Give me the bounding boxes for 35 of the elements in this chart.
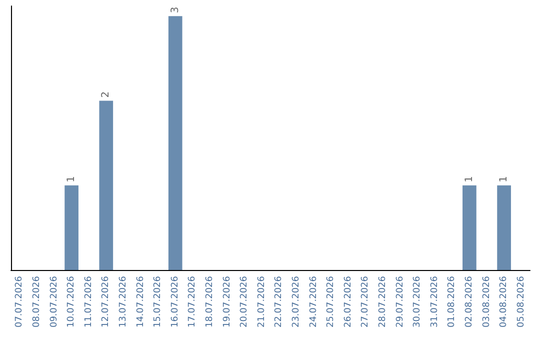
data-label: 1 — [498, 176, 510, 182]
data-label: 1 — [66, 176, 78, 182]
x-tick-label: 04.08.2026 — [499, 276, 510, 328]
x-tick-label: 11.07.2026 — [84, 276, 94, 328]
x-tick-label: 30.07.2026 — [412, 276, 423, 328]
x-tick-label: 27.07.2026 — [360, 276, 371, 328]
x-tick-label: 21.07.2026 — [256, 276, 267, 328]
x-tick-label: 20.07.2026 — [240, 276, 250, 328]
x-tick-label: 22.07.2026 — [274, 276, 284, 328]
x-tick-label: 07.07.2026 — [14, 276, 25, 328]
x-tick-label: 18.07.2026 — [204, 276, 215, 328]
data-label: 3 — [170, 6, 181, 14]
x-tick-label: 03.08.2026 — [482, 276, 492, 328]
x-tick-label: 14.07.2026 — [136, 276, 146, 328]
x-tick-label: 12.07.2026 — [101, 276, 112, 328]
x-tick-label: 05.08.2026 — [516, 276, 526, 328]
x-tick-label: 26.07.2026 — [343, 276, 354, 328]
data-label: 1 — [464, 176, 475, 182]
x-tick-label: 01.08.2026 — [447, 276, 458, 328]
x-tick-label: 25.07.2026 — [326, 276, 336, 328]
x-tick-label: 16.07.2026 — [170, 276, 180, 328]
x-tick-label: 02.08.2026 — [464, 276, 474, 328]
x-tick-label: 28.07.2026 — [378, 276, 388, 328]
x-tick-label: 17.07.2026 — [188, 276, 198, 328]
x-tick-label: 13.07.2026 — [118, 276, 128, 328]
x-tick-label: 23.07.2026 — [291, 276, 302, 328]
x-tick-label: 24.07.2026 — [308, 276, 319, 328]
x-tick-label: 15.07.2026 — [153, 276, 164, 328]
x-tick-label: 09.07.2026 — [49, 276, 60, 328]
x-tick-label: 08.07.2026 — [32, 276, 42, 328]
x-tick-label: 31.07.2026 — [430, 276, 440, 328]
x-tick-label: 29.07.2026 — [395, 276, 406, 328]
x-tick-label: 19.07.2026 — [222, 276, 232, 328]
data-label: 2 — [100, 91, 112, 98]
x-tick-label: 10.07.2026 — [66, 276, 77, 328]
